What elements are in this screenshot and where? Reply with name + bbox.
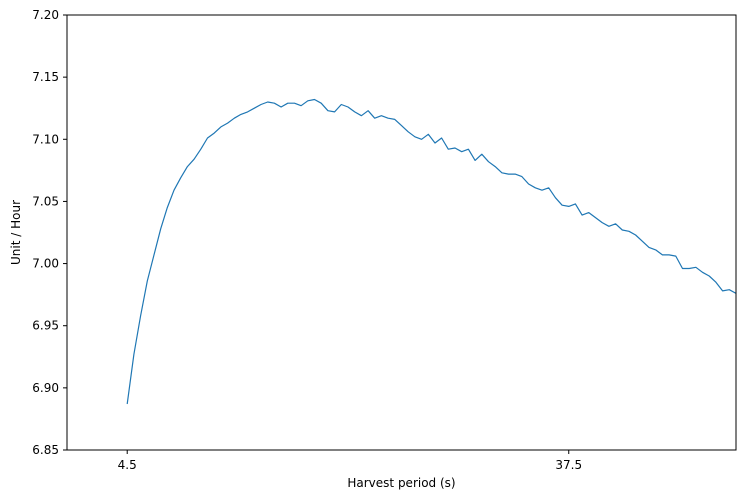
y-tick-label: 6.90 <box>32 381 59 395</box>
y-axis-label: Unit / Hour <box>9 200 23 265</box>
x-axis-ticks: 4.5 37.5 <box>118 450 582 472</box>
y-tick-label: 7.15 <box>32 70 59 84</box>
plot-frame <box>66 14 737 451</box>
y-tick-label: 7.10 <box>32 132 59 146</box>
y-tick-label: 7.00 <box>32 257 59 271</box>
series-line <box>126 98 737 405</box>
x-axis-label: Harvest period (s) <box>347 476 455 490</box>
series-layer <box>126 98 737 405</box>
y-tick-label: 6.85 <box>32 443 59 457</box>
y-tick-label: 6.95 <box>32 319 59 333</box>
y-tick-label: 7.05 <box>32 194 59 208</box>
y-tick-label: 7.20 <box>32 8 59 22</box>
x-tick-label: 37.5 <box>555 458 582 472</box>
y-axis-ticks: 6.85 6.90 6.95 7.00 7.05 7.10 7.15 7.20 <box>32 8 67 457</box>
x-tick-label: 4.5 <box>118 458 137 472</box>
